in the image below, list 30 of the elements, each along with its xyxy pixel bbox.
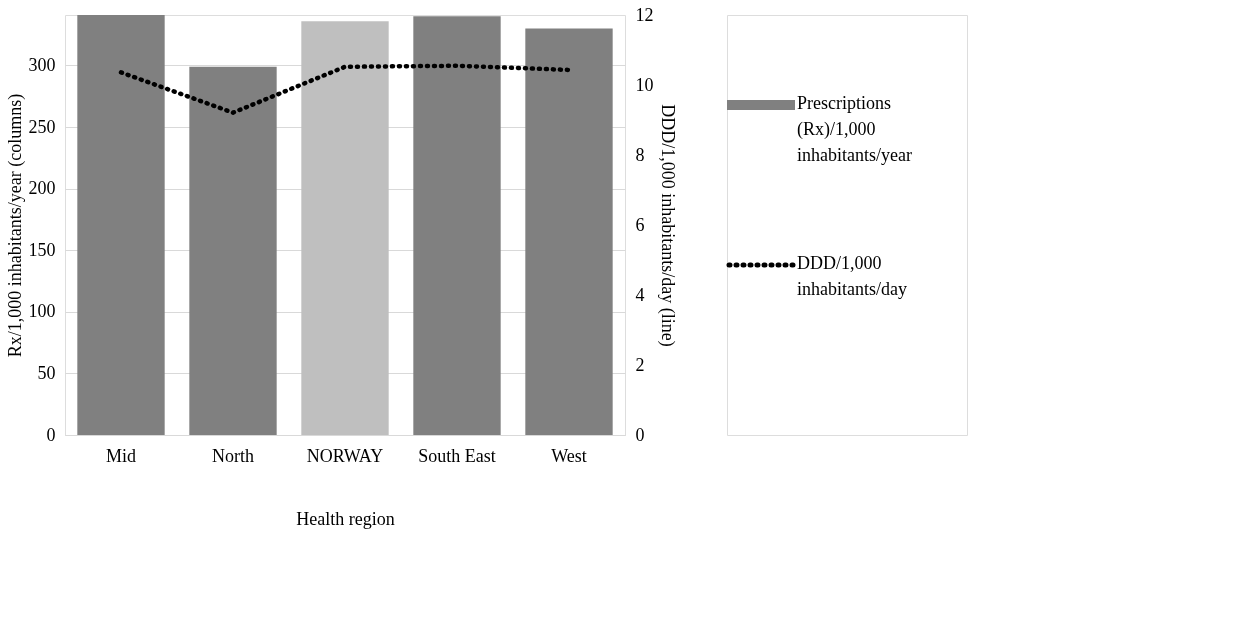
y2-axis-title: DDD/1,000 inhabitants/day (line) xyxy=(656,104,678,347)
legend-label: DDD/1,000 inhabitants/day xyxy=(797,253,907,299)
x-tick-label: NORWAY xyxy=(306,445,384,466)
x-tick-label: Mid xyxy=(105,445,137,466)
bar xyxy=(525,28,613,435)
y-tick-label: 300 xyxy=(28,55,56,75)
y2-tick-label: 12 xyxy=(635,4,654,25)
bar xyxy=(301,21,389,435)
y2-tick-label: 6 xyxy=(635,214,645,235)
y2-tick-label: 2 xyxy=(635,354,645,375)
y-tick-label: 200 xyxy=(28,178,56,199)
x-tick-label: South East xyxy=(418,445,496,466)
line-series xyxy=(118,63,572,115)
bar xyxy=(77,15,165,435)
y-tick-label: 150 xyxy=(28,239,56,260)
y-tick-label: 0 xyxy=(46,424,56,445)
x-axis-title: Health region xyxy=(296,508,395,529)
x-tick-label: West xyxy=(551,445,587,466)
legend-label: Prescriptions (Rx)/1,000 inhabitants/year xyxy=(797,93,912,165)
y-tick-label: 250 xyxy=(28,116,56,137)
bar xyxy=(189,66,277,435)
y2-tick-label: 10 xyxy=(635,74,654,95)
y-tick-label: 100 xyxy=(28,301,56,322)
y2-tick-label: 8 xyxy=(635,144,645,165)
y-axis-title: Rx/1,000 inhabitants/year (columns) xyxy=(4,93,26,358)
y2-tick-label: 4 xyxy=(635,284,645,305)
bar xyxy=(413,16,501,435)
x-tick-label: North xyxy=(212,445,254,466)
y2-tick-label: 0 xyxy=(635,424,645,445)
y-tick-label: 50 xyxy=(37,362,56,383)
